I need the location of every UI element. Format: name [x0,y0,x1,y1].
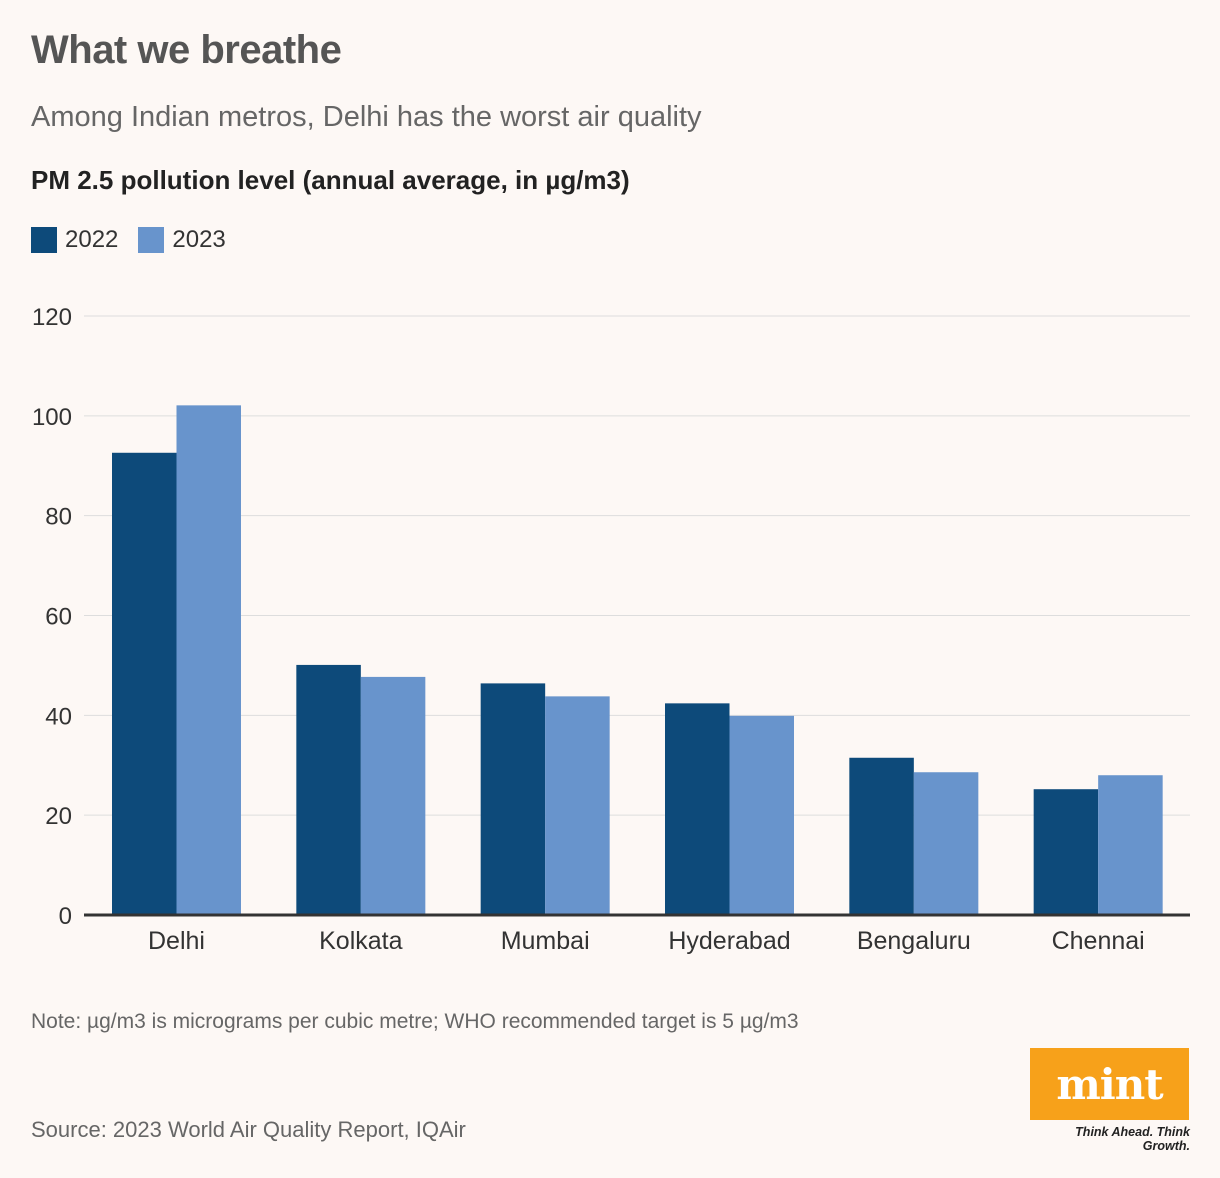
legend-item-2022: 2022 [31,226,118,254]
bar-hyderabad-2023 [729,715,794,915]
legend-label-2022: 2022 [65,226,119,253]
bar-mumbai-2022 [480,683,546,915]
legend-item-2023: 2023 [138,226,226,254]
x-tick-label-mumbai: Mumbai [501,927,590,955]
legend-swatch-2022 [31,227,57,253]
bar-chart: 0 20 40 60 80 100 120 Delhi Kolkata Mumbai Hyderab… [32,304,1190,955]
x-tick-label-hyderabad: Hyderabad [668,927,790,955]
y-tick-label-100: 100 [32,404,72,431]
mint-logo-text: mint [1056,1059,1163,1109]
y-tick-label-40: 40 [45,703,72,730]
bar-bengaluru-2023 [913,772,979,915]
x-tick-label-delhi: Delhi [148,927,205,955]
bar-delhi-2022 [112,452,177,915]
bar-delhi-2023 [176,405,241,915]
bar-bengaluru-2022 [849,757,914,915]
mint-tagline: Think Ahead. Think Growth. [1075,1125,1190,1153]
y-tick-label-20: 20 [45,803,72,830]
chart-subtitle: Among Indian metros, Delhi has the worst… [31,101,702,133]
legend-label-2023: 2023 [172,226,226,253]
legend: 2022 2023 [31,226,246,254]
y-tick-label-120: 120 [32,304,72,331]
bar-chennai-2023 [1098,775,1163,915]
y-tick-label-60: 60 [45,604,72,631]
bar-chennai-2022 [1033,789,1099,915]
x-tick-label-chennai: Chennai [1052,927,1145,955]
chart-title-main: What we breathe [31,28,342,72]
bar-hyderabad-2022 [665,703,730,915]
y-tick-label-80: 80 [45,504,72,531]
bar-kolkata-2023 [360,676,426,915]
bar-kolkata-2022 [296,664,361,915]
chart-measure-title: PM 2.5 pollution level (annual average, … [31,165,630,195]
mint-logo: mint [1030,1048,1189,1120]
x-tick-label-bengaluru: Bengaluru [857,927,971,955]
bar-mumbai-2023 [545,696,610,915]
x-tick-label-kolkata: Kolkata [319,927,402,955]
source-note: Source: 2023 World Air Quality Report, I… [31,1117,466,1142]
legend-swatch-2023 [138,227,165,253]
y-tick-label-0: 0 [59,903,72,930]
footnote: Note: µg/m3 is micrograms per cubic metr… [31,1010,799,1033]
